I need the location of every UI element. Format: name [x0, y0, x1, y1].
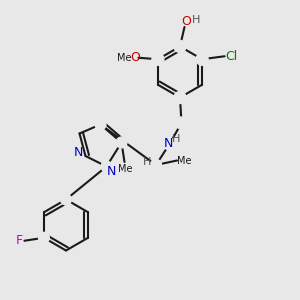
Text: N: N: [106, 165, 116, 178]
Circle shape: [61, 194, 71, 205]
Circle shape: [152, 53, 164, 65]
Text: H: H: [172, 134, 180, 144]
Circle shape: [196, 53, 208, 65]
Text: Me: Me: [117, 53, 131, 63]
Circle shape: [176, 117, 188, 129]
Circle shape: [164, 138, 175, 150]
Circle shape: [174, 40, 186, 52]
Text: H: H: [143, 157, 151, 167]
Circle shape: [174, 92, 186, 104]
Circle shape: [38, 232, 49, 243]
Circle shape: [151, 160, 161, 170]
Text: N: N: [163, 136, 173, 150]
Text: F: F: [16, 234, 22, 247]
Circle shape: [116, 137, 127, 148]
Text: Me: Me: [177, 155, 192, 166]
Text: H: H: [192, 15, 200, 25]
Circle shape: [151, 160, 161, 170]
Circle shape: [101, 161, 112, 172]
Text: Cl: Cl: [225, 50, 237, 63]
Text: N: N: [74, 146, 84, 160]
Circle shape: [95, 119, 106, 130]
Text: O: O: [181, 15, 191, 28]
Text: O: O: [130, 51, 140, 64]
Text: Me: Me: [118, 164, 132, 175]
